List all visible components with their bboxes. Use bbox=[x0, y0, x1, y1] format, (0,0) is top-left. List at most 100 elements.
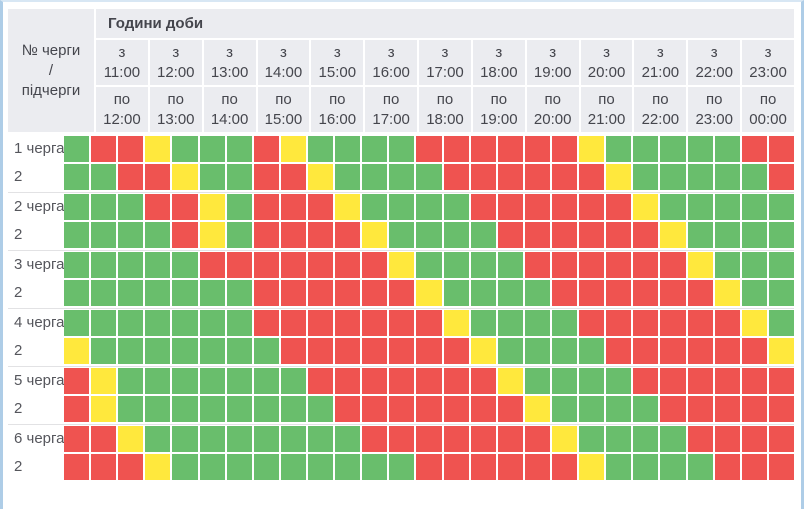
schedule-cell bbox=[741, 164, 767, 190]
schedule-cell bbox=[389, 222, 415, 248]
hour-to-cell-6: по 17:00 bbox=[365, 87, 418, 132]
schedule-cell bbox=[172, 280, 198, 306]
queue-block-1: 1 черга 2 bbox=[8, 135, 794, 192]
schedule-cell bbox=[524, 368, 550, 394]
schedule-cell bbox=[470, 136, 496, 162]
hour-from-cell-1: з 11:00 bbox=[96, 40, 148, 85]
schedule-cell bbox=[199, 252, 225, 278]
schedule-cell bbox=[226, 136, 252, 162]
schedule-cell bbox=[660, 194, 686, 220]
schedule-cell bbox=[714, 396, 740, 422]
hour-to-cell-7: по 18:00 bbox=[419, 87, 471, 132]
schedule-cell bbox=[362, 368, 388, 394]
schedule-cell bbox=[497, 222, 523, 248]
schedule-cell bbox=[91, 252, 117, 278]
from-prefix-label: з bbox=[764, 43, 772, 61]
queue-name: 4 черга bbox=[14, 314, 65, 331]
schedule-cell bbox=[226, 164, 252, 190]
schedule-cell bbox=[714, 426, 740, 452]
schedule-cell bbox=[172, 368, 198, 394]
schedule-cell bbox=[768, 454, 794, 480]
schedule-cell bbox=[606, 426, 632, 452]
schedule-cell bbox=[118, 164, 144, 190]
queue-label: 5 черга 2 bbox=[8, 368, 65, 422]
queue-name: 2 черга bbox=[14, 198, 65, 215]
schedule-cell bbox=[687, 368, 713, 394]
schedule-cell bbox=[741, 252, 767, 278]
schedule-cell bbox=[145, 252, 171, 278]
schedule-cell bbox=[470, 222, 496, 248]
schedule-cell bbox=[416, 338, 442, 364]
schedule-cell bbox=[633, 454, 659, 480]
queue-name: 1 черга bbox=[14, 140, 65, 157]
schedule-cell bbox=[199, 194, 225, 220]
schedule-cell bbox=[524, 136, 550, 162]
schedule-cell bbox=[226, 310, 252, 336]
to-prefix-label: по bbox=[382, 90, 400, 108]
schedule-cell bbox=[253, 426, 279, 452]
schedule-cell bbox=[118, 252, 144, 278]
schedule-cell bbox=[145, 222, 171, 248]
schedule-cell bbox=[551, 426, 578, 452]
schedule-cell bbox=[307, 136, 334, 162]
to-prefix-label: по bbox=[705, 90, 723, 108]
schedule-cell bbox=[362, 194, 388, 220]
schedule-cell bbox=[606, 222, 632, 248]
schedule-cell bbox=[633, 222, 659, 248]
schedule-cell bbox=[741, 136, 767, 162]
schedule-cell bbox=[253, 136, 279, 162]
schedule-cell bbox=[280, 396, 306, 422]
schedule-cell bbox=[443, 396, 469, 422]
schedule-cell bbox=[714, 136, 740, 162]
from-prefix-label: з bbox=[280, 43, 287, 61]
schedule-cell bbox=[118, 280, 144, 306]
from-prefix-label: з bbox=[549, 43, 557, 61]
schedule-cell bbox=[714, 338, 740, 364]
schedule-cell bbox=[551, 368, 578, 394]
schedule-cell bbox=[443, 454, 469, 480]
hour-from-cell-2: з 12:00 bbox=[149, 40, 202, 85]
schedule-cell bbox=[91, 164, 117, 190]
schedule-cell bbox=[768, 252, 794, 278]
from-time-label: 15:00 bbox=[318, 63, 357, 81]
queue-name: 3 черга bbox=[14, 256, 65, 273]
schedule-cell bbox=[497, 252, 523, 278]
from-prefix-label: з bbox=[333, 43, 341, 61]
schedule-cell bbox=[307, 368, 334, 394]
schedule-cell bbox=[145, 396, 171, 422]
queue-label: 1 черга 2 bbox=[8, 136, 65, 190]
queue-block-2: 2 черга 2 bbox=[8, 192, 794, 250]
schedule-cell bbox=[741, 222, 767, 248]
schedule-cell bbox=[687, 426, 713, 452]
subqueue-number: 2 bbox=[14, 284, 23, 301]
schedule-cell bbox=[768, 396, 794, 422]
schedule-cell bbox=[145, 310, 171, 336]
schedule-cell bbox=[280, 426, 306, 452]
schedule-cell bbox=[226, 454, 252, 480]
schedule-cell bbox=[606, 310, 632, 336]
to-time-label: 17:00 bbox=[372, 110, 410, 128]
schedule-cell bbox=[497, 396, 523, 422]
schedule-cell bbox=[64, 338, 90, 364]
schedule-cell bbox=[768, 426, 794, 452]
schedule-cell bbox=[714, 194, 740, 220]
from-prefix-label: з bbox=[603, 43, 610, 61]
to-prefix-label: по bbox=[598, 90, 615, 108]
schedule-cell bbox=[524, 164, 550, 190]
schedule-cell bbox=[64, 368, 90, 394]
schedule-cell bbox=[335, 222, 361, 248]
schedule-cell bbox=[714, 222, 740, 248]
schedule-cell bbox=[253, 164, 279, 190]
schedule-cell bbox=[389, 396, 415, 422]
schedule-cell bbox=[687, 280, 713, 306]
schedule-cell bbox=[687, 194, 713, 220]
schedule-cell bbox=[660, 338, 686, 364]
schedule-cell bbox=[633, 426, 659, 452]
from-time-label: 13:00 bbox=[210, 63, 249, 81]
schedule-cell bbox=[551, 396, 578, 422]
schedule-cell bbox=[226, 368, 252, 394]
schedule-cell bbox=[64, 222, 90, 248]
from-prefix-label: з bbox=[172, 43, 180, 61]
schedule-cell bbox=[497, 338, 523, 364]
schedule-cell bbox=[280, 194, 306, 220]
